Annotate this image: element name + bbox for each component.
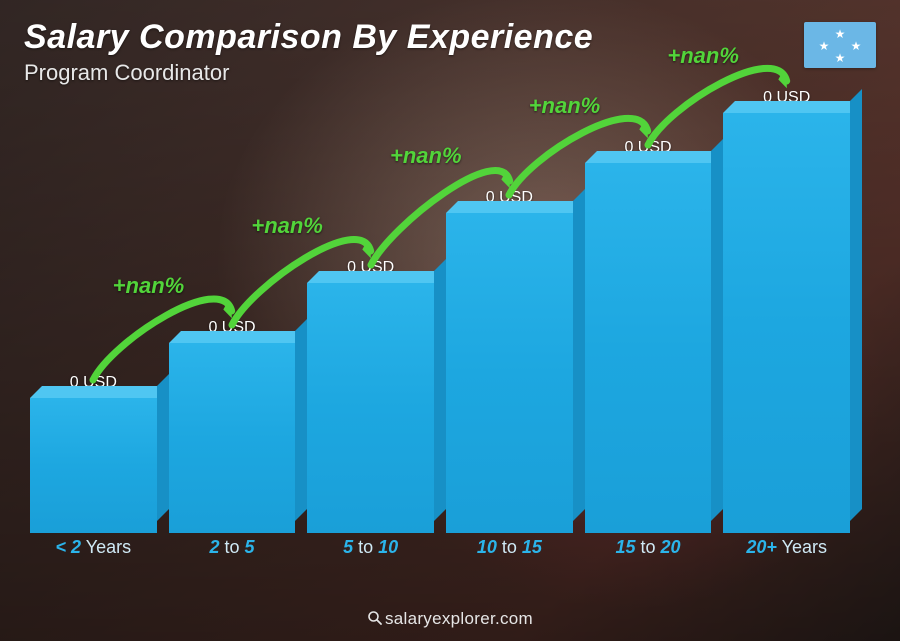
x-axis-label: 5 to 10 (307, 537, 434, 561)
x-axis: < 2 Years 2 to 5 5 to 10 10 to 15 15 to 20 20… (30, 537, 850, 561)
chart-infographic: Salary Comparison By Experience Program … (0, 0, 900, 641)
footer-tld: .com (495, 609, 533, 628)
bar-top-face (446, 201, 585, 213)
bar-top-face (169, 331, 308, 343)
bar (585, 163, 712, 533)
delta-text: +nan% (667, 43, 739, 68)
x-axis-label: < 2 Years (30, 537, 157, 561)
bar (169, 343, 296, 533)
bar-top-face (585, 151, 724, 163)
flag-star-icon: ★ (834, 52, 846, 64)
bar-top-face (723, 101, 862, 113)
x-axis-label: 20+ Years (723, 537, 850, 561)
flag-star-icon: ★ (834, 28, 846, 40)
footer-brand-text: salaryexplorer (385, 609, 495, 628)
footer-brand: salaryexplorer.com (0, 609, 900, 631)
bar-wrap: 0 USD (307, 110, 434, 533)
bar-side-face (573, 189, 585, 521)
bar (307, 283, 434, 533)
chart-subtitle: Program Coordinator (24, 60, 229, 86)
bars-container: 0 USD0 USD0 USD0 USD0 USD0 USD (30, 110, 850, 533)
bar (30, 398, 157, 533)
search-icon (367, 610, 383, 631)
flag-star-icon: ★ (850, 40, 862, 52)
bar-wrap: 0 USD (585, 110, 712, 533)
bar-wrap: 0 USD (446, 110, 573, 533)
chart-title: Salary Comparison By Experience (24, 18, 593, 57)
bar-side-face (157, 374, 169, 521)
flag-star-icon: ★ (818, 40, 830, 52)
bar-wrap: 0 USD (723, 110, 850, 533)
bar-front-face (307, 283, 434, 533)
bar-chart: 0 USD0 USD0 USD0 USD0 USD0 USD < 2 Years… (30, 110, 850, 561)
bar (446, 213, 573, 533)
bar-front-face (169, 343, 296, 533)
country-flag-micronesia: ★ ★ ★ ★ (804, 22, 876, 68)
bar-front-face (585, 163, 712, 533)
bar-side-face (295, 319, 307, 521)
bar-wrap: 0 USD (30, 110, 157, 533)
x-axis-label: 2 to 5 (169, 537, 296, 561)
bar-wrap: 0 USD (169, 110, 296, 533)
bar (723, 113, 850, 533)
bar-top-face (30, 386, 169, 398)
x-axis-label: 10 to 15 (446, 537, 573, 561)
delta-label: +nan% (667, 43, 739, 69)
bar-side-face (850, 89, 862, 521)
bar-front-face (723, 113, 850, 533)
bar-front-face (30, 398, 157, 533)
bar-side-face (434, 259, 446, 521)
bar-top-face (307, 271, 446, 283)
bar-side-face (711, 139, 723, 521)
bar-front-face (446, 213, 573, 533)
x-axis-label: 15 to 20 (585, 537, 712, 561)
